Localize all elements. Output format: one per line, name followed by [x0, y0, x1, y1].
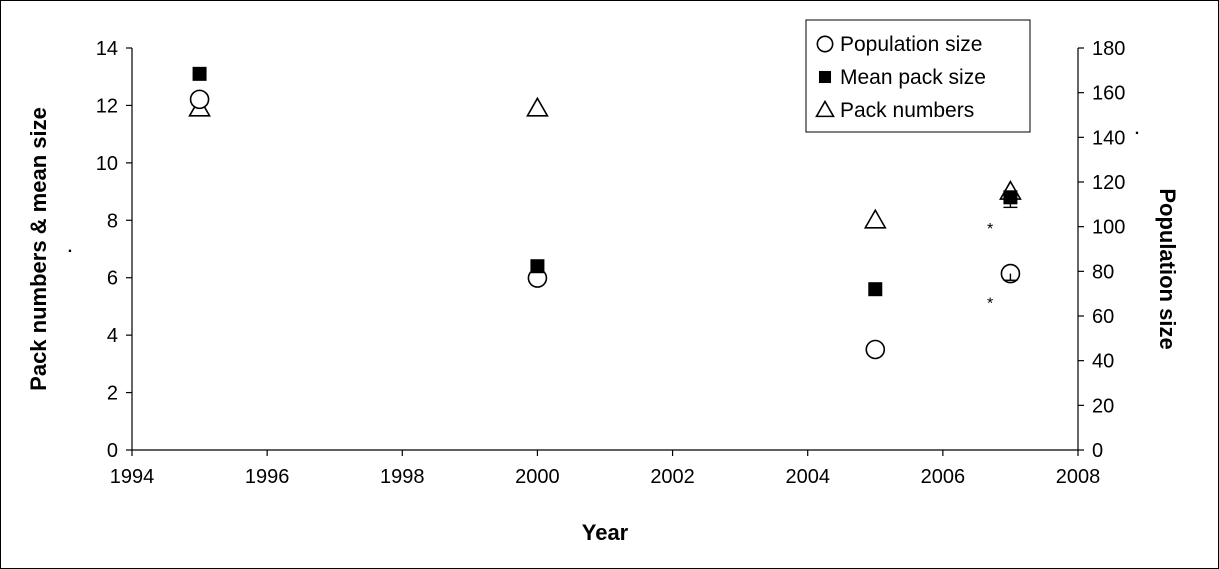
- x-tick-label: 2004: [785, 466, 830, 488]
- marks-layer: [188, 66, 1022, 360]
- right-y-tick-label: 120: [1092, 172, 1125, 194]
- x-axis-title: Year: [582, 520, 629, 545]
- pack-numbers-point: [863, 208, 887, 229]
- right-axis-dot: .: [1135, 121, 1139, 138]
- legend-items: Population size Mean pack size Pack number…: [815, 33, 986, 122]
- x-tick-label: 2002: [650, 466, 695, 488]
- mean-pack-size-point: [868, 282, 883, 297]
- population-size-point: [865, 339, 886, 360]
- mean-pack-size-point: [530, 259, 545, 274]
- x-tick-label: 1998: [380, 466, 425, 488]
- right-y-axis-title: Population size: [1155, 188, 1180, 349]
- right-y-tick-label: 40: [1092, 351, 1114, 373]
- left-y-tick-label: 10: [96, 153, 118, 175]
- left-y-tick-label: 12: [96, 95, 118, 117]
- left-axis-dot: .: [68, 239, 72, 256]
- annotations-layer: * *..: [68, 121, 1139, 313]
- mean-pack-size-point: [192, 66, 207, 81]
- right-y-tick-label: 0: [1092, 440, 1103, 462]
- x-tick-label: 1994: [110, 466, 155, 488]
- right-y-tick-label: 180: [1092, 38, 1125, 60]
- left-y-tick-label: 4: [107, 325, 118, 347]
- population-size-point: [189, 89, 210, 110]
- pack-numbers-point: [526, 96, 549, 117]
- x-tick-label: 1996: [245, 466, 290, 488]
- right-y-tick-label: 20: [1092, 395, 1114, 417]
- x-tick-label: 2008: [1056, 466, 1101, 488]
- ticks-layer: 1994 1996 1998 2000 2002 2004 2006 200802468101…: [96, 38, 1126, 488]
- significance-asterisk: *: [987, 221, 993, 238]
- left-y-tick-label: 14: [96, 38, 118, 60]
- left-y-tick-label: 8: [107, 210, 118, 232]
- right-y-tick-label: 140: [1092, 127, 1125, 149]
- legend-marker-population-size: [816, 35, 834, 53]
- legend-label-mean-pack-size: Mean pack size: [840, 66, 986, 89]
- legend-label-population-size: Population size: [840, 33, 982, 56]
- right-y-tick-label: 160: [1092, 83, 1125, 105]
- right-y-tick-label: 60: [1092, 306, 1114, 328]
- legend-marker-mean-pack-size: [818, 70, 832, 84]
- legend-box: [805, 19, 1031, 133]
- x-tick-label: 2006: [921, 466, 966, 488]
- left-y-tick-label: 6: [107, 268, 118, 290]
- significance-asterisk: *: [987, 296, 993, 313]
- left-y-tick-label: 2: [107, 383, 118, 405]
- left-y-axis-title: Pack numbers & mean size: [26, 107, 51, 391]
- left-y-tick-label: 0: [107, 440, 118, 462]
- x-tick-label: 2000: [515, 466, 560, 488]
- legend-marker-pack-numbers: [815, 99, 835, 118]
- right-y-tick-label: 100: [1092, 217, 1125, 239]
- right-y-tick-label: 80: [1092, 261, 1114, 283]
- legend-label-pack-numbers: Pack numbers: [840, 99, 974, 122]
- legend: Population size Mean pack size Pack number…: [805, 19, 1031, 133]
